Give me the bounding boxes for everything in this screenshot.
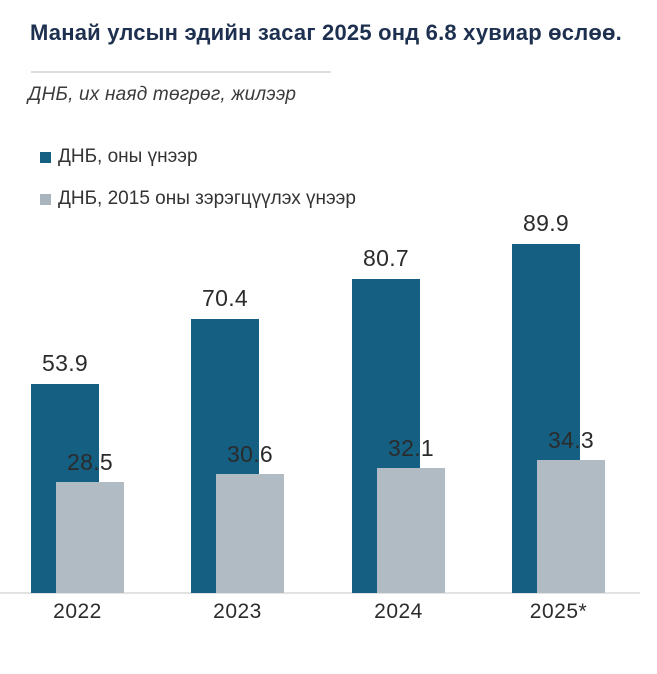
bar-constant-2022 [56, 482, 124, 593]
bar-group-2025: 89.9 34.3 [512, 210, 605, 593]
x-axis-label-2024: 2024 [374, 600, 423, 623]
legend-swatch-light-icon [40, 193, 51, 205]
bar-group-2022: 53.9 28.5 [31, 220, 124, 593]
legend-item-current-prices: ДНБ, оны үнээр [40, 146, 356, 168]
bar-group-2024: 80.7 32.1 [352, 220, 445, 593]
x-axis-label-2022: 2022 [53, 600, 102, 623]
value-label-current-2025: 89.9 [523, 210, 569, 236]
title-divider [31, 71, 331, 73]
bar-constant-2023 [216, 474, 284, 593]
value-label-current-2024: 80.7 [363, 245, 409, 271]
x-axis-labels: 2022 2023 2024 2025* [0, 600, 657, 634]
value-label-constant-2023: 30.6 [227, 441, 273, 467]
value-label-constant-2025: 34.3 [548, 427, 594, 453]
bar-group-2023: 70.4 30.6 [191, 220, 284, 593]
page-title: Манай улсын эдийн засаг 2025 онд 6.8 хув… [30, 20, 622, 45]
value-label-current-2023: 70.4 [202, 285, 248, 311]
x-axis-label-2025: 2025* [529, 600, 588, 623]
value-label-current-2022: 53.9 [42, 350, 88, 376]
bar-constant-2024 [377, 468, 445, 593]
chart-subtitle: ДНБ, их наяд төгрөг, жилээр [28, 84, 297, 105]
bar-constant-2025 [537, 460, 605, 593]
value-label-constant-2022: 28.5 [67, 449, 113, 475]
x-axis-line [0, 592, 640, 594]
legend-item-constant-prices: ДНБ, 2015 оны зэрэгцүүлэх үнээр [40, 188, 356, 210]
legend-label-constant-prices: ДНБ, 2015 оны зэрэгцүүлэх үнээр [58, 188, 356, 209]
bar-chart: 53.9 28.5 70.4 30.6 80.7 32.1 89.9 34.3 [0, 210, 657, 594]
chart-legend: ДНБ, оны үнээр ДНБ, 2015 оны зэрэгцүүлэх… [40, 146, 356, 230]
value-label-constant-2024: 32.1 [388, 435, 434, 461]
x-axis-label-2023: 2023 [213, 600, 262, 623]
legend-swatch-dark-icon [40, 151, 51, 163]
legend-label-current-prices: ДНБ, оны үнээр [58, 146, 198, 167]
